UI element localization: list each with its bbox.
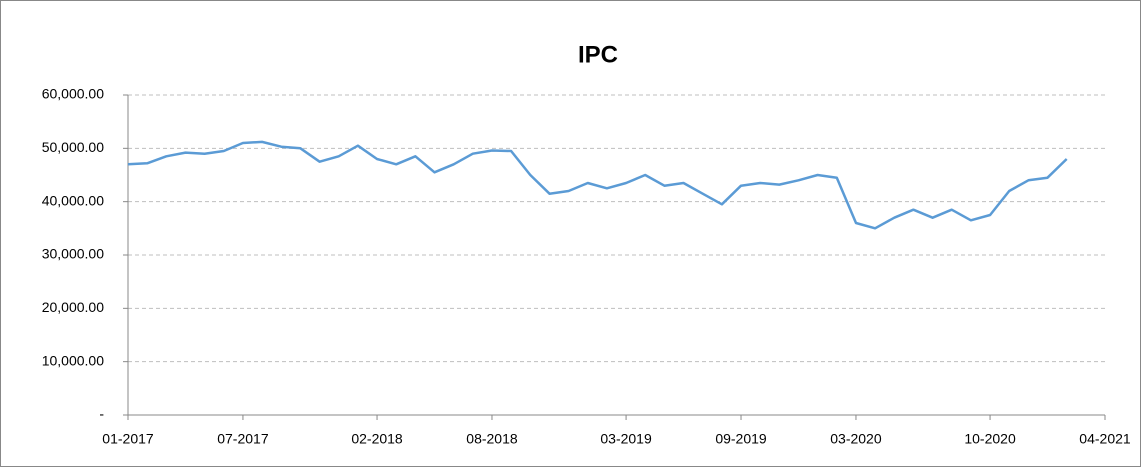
x-tick-label: 03-2019 [600, 431, 652, 447]
x-tick-label: 09-2019 [715, 431, 767, 447]
x-tick-label: 04-2021 [1079, 431, 1131, 447]
y-tick-label: 20,000.00 [42, 299, 104, 315]
series-line [127, 140, 1068, 230]
x-tick-label: 08-2018 [466, 431, 518, 447]
chart-title: IPC [578, 41, 618, 68]
y-tick-label: 60,000.00 [42, 86, 104, 102]
x-tick-label: 10-2020 [964, 431, 1016, 447]
y-tick-label: - [99, 406, 104, 422]
x-tick-label: 07-2017 [217, 431, 269, 447]
x-tick-label: 03-2020 [830, 431, 882, 447]
x-tick-label: 01-2017 [102, 431, 154, 447]
y-tick-label: 40,000.00 [42, 192, 104, 208]
y-tick-label: 10,000.00 [42, 352, 104, 368]
y-tick-label: 30,000.00 [42, 246, 104, 262]
x-tick-label: 02-2018 [351, 431, 403, 447]
y-tick-label: 50,000.00 [42, 139, 104, 155]
